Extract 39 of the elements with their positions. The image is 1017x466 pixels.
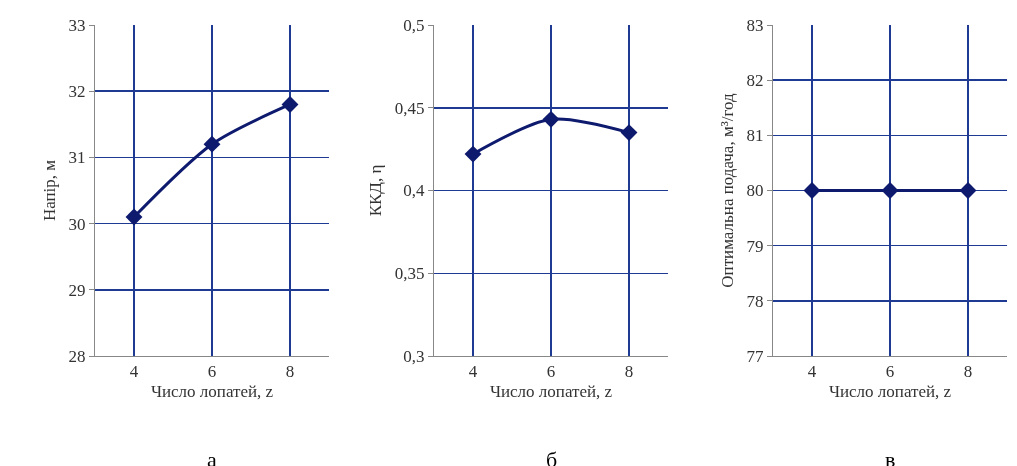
y-tick-label: 30: [68, 214, 86, 234]
point: [281, 95, 299, 113]
y-tick-label: 81: [746, 126, 764, 146]
y-tick-label: 77: [746, 346, 765, 366]
y-tick-label: 32: [68, 82, 86, 102]
y-tick-label: 28: [68, 346, 86, 366]
x-tick-label: 6: [546, 362, 556, 382]
y-axis-title: ККД, η: [366, 164, 386, 217]
y-tick-label: 0,45: [394, 98, 425, 118]
y-tick-label: 83: [746, 15, 764, 35]
point: [203, 135, 221, 153]
point: [620, 124, 638, 142]
point: [464, 145, 482, 163]
x-tick-label: 6: [207, 362, 217, 382]
y-tick-label: 78: [746, 291, 764, 311]
y-tick-label: 33: [68, 15, 86, 35]
x-tick-label: 6: [885, 362, 895, 382]
y-tick-label: 0,4: [403, 181, 426, 201]
y-axis-title: Оптимальна подача, м³/год: [718, 92, 738, 288]
point: [542, 110, 560, 128]
x-tick-label: 4: [807, 362, 817, 382]
y-tick-label: 29: [68, 280, 86, 300]
y-tick-label: 80: [746, 181, 764, 201]
y-tick-label: 82: [746, 71, 764, 91]
x-tick-label: 4: [129, 362, 139, 382]
y-tick-label: 79: [746, 236, 764, 256]
x-tick-label: 4: [468, 362, 478, 382]
x-axis-title: Число лопатей, z: [150, 381, 274, 401]
point: [125, 208, 143, 226]
x-axis-title: Число лопатей, z: [828, 381, 952, 401]
x-axis-title: Число лопатей, z: [489, 381, 613, 401]
x-tick-label: 8: [963, 362, 973, 382]
y-tick-label: 0,5: [403, 15, 425, 35]
y-tick-label: 31: [68, 148, 86, 168]
x-tick-label: 8: [624, 362, 634, 382]
x-tick-label: 8: [285, 362, 295, 382]
y-tick-label: 0,3: [403, 346, 425, 366]
y-tick-label: 0,35: [394, 264, 425, 284]
y-axis-title: Напір, м: [40, 159, 60, 222]
